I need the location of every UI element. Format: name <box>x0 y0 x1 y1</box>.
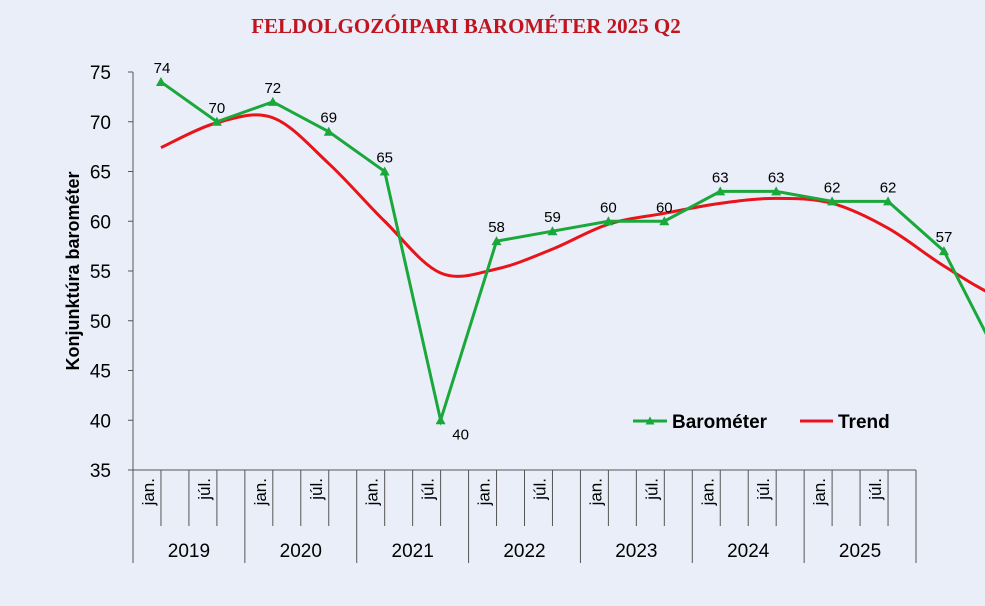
x-tick-label: júl. <box>530 478 549 501</box>
barometer-point <box>883 196 894 206</box>
data-label: 65 <box>376 150 393 167</box>
barometer-point <box>379 166 390 176</box>
data-label: 72 <box>264 80 281 97</box>
trend-series <box>160 113 985 293</box>
year-label: 2020 <box>280 541 322 562</box>
x-tick-label: jan. <box>139 478 158 506</box>
x-tick-label: jan. <box>251 478 270 506</box>
barometer-point <box>267 96 278 106</box>
barometer-series <box>155 76 985 427</box>
x-tick-label: jan. <box>810 478 829 506</box>
data-label: 62 <box>824 179 841 196</box>
y-tick-label: 50 <box>90 312 111 333</box>
y-tick-label: 65 <box>90 163 111 184</box>
x-tick-label: júl. <box>307 478 326 501</box>
x-tick-label: júl. <box>866 478 885 501</box>
y-axis: 35 40 45 50 55 60 65 70 75 <box>90 63 133 482</box>
data-label: 60 <box>656 199 673 216</box>
barometer-point <box>938 246 949 256</box>
year-label: 2025 <box>839 541 881 562</box>
data-labels: 7470726965405859606063636262574652605257… <box>154 60 953 443</box>
barometer-point <box>603 216 614 226</box>
x-tick-label: jan. <box>586 478 605 506</box>
legend-barometer-label: Barométer <box>672 412 768 433</box>
y-tick-label: 55 <box>90 262 111 283</box>
barometer-point <box>715 186 726 196</box>
data-label: 62 <box>880 179 897 196</box>
y-tick-label: 45 <box>90 362 111 383</box>
barometer-point <box>491 236 502 246</box>
legend-trend-label: Trend <box>838 412 890 433</box>
barometer-point <box>659 216 670 226</box>
y-axis-label: Konjunktúra barométer <box>63 171 83 370</box>
year-label: 2019 <box>168 541 210 562</box>
data-label: 74 <box>154 60 171 77</box>
barometer-line <box>160 80 985 427</box>
data-label: 63 <box>768 169 785 186</box>
data-label: 63 <box>712 169 729 186</box>
barometer-point <box>547 226 558 236</box>
data-label: 40 <box>452 426 469 443</box>
y-tick-label: 40 <box>90 411 111 432</box>
barometer-point <box>827 196 838 206</box>
data-label: 70 <box>209 100 226 117</box>
trend-line <box>160 113 985 293</box>
x-tick-label: júl. <box>754 478 773 501</box>
year-label: 2024 <box>727 541 770 562</box>
x-tick-label: júl. <box>642 478 661 501</box>
x-tick-label: jan. <box>475 478 494 506</box>
x-tick-label: júl. <box>195 478 214 501</box>
data-label: 59 <box>544 209 561 226</box>
axes <box>132 72 916 471</box>
legend-barometer-marker <box>645 416 655 425</box>
barometer-point <box>155 76 166 86</box>
x-tick-label: jan. <box>363 478 382 506</box>
x-axis: jan. júl. 2019 jan. júl. 2020 jan. júl. 2021 jan.… <box>132 470 917 563</box>
barometer-point <box>323 126 334 136</box>
data-label: 57 <box>936 229 953 246</box>
legend: Barométer Trend <box>633 412 890 433</box>
data-label: 69 <box>320 110 337 127</box>
y-tick-label: 35 <box>90 461 111 482</box>
data-label: 60 <box>600 199 617 216</box>
chart-title: FELDOLGOZÓIPARI BAROMÉTER 2025 Q2 <box>251 14 681 38</box>
year-label: 2021 <box>392 541 434 562</box>
barometer-point <box>211 116 222 126</box>
x-tick-label: júl. <box>419 478 438 501</box>
x-tick-label: jan. <box>698 478 717 506</box>
data-label: 58 <box>488 219 505 236</box>
barometer-point <box>771 186 782 196</box>
barometer-point <box>435 415 446 425</box>
y-tick-label: 60 <box>90 212 111 233</box>
y-tick-label: 75 <box>90 63 111 84</box>
year-label: 2023 <box>615 541 657 562</box>
year-label: 2022 <box>503 541 545 562</box>
y-tick-label: 70 <box>90 113 111 134</box>
